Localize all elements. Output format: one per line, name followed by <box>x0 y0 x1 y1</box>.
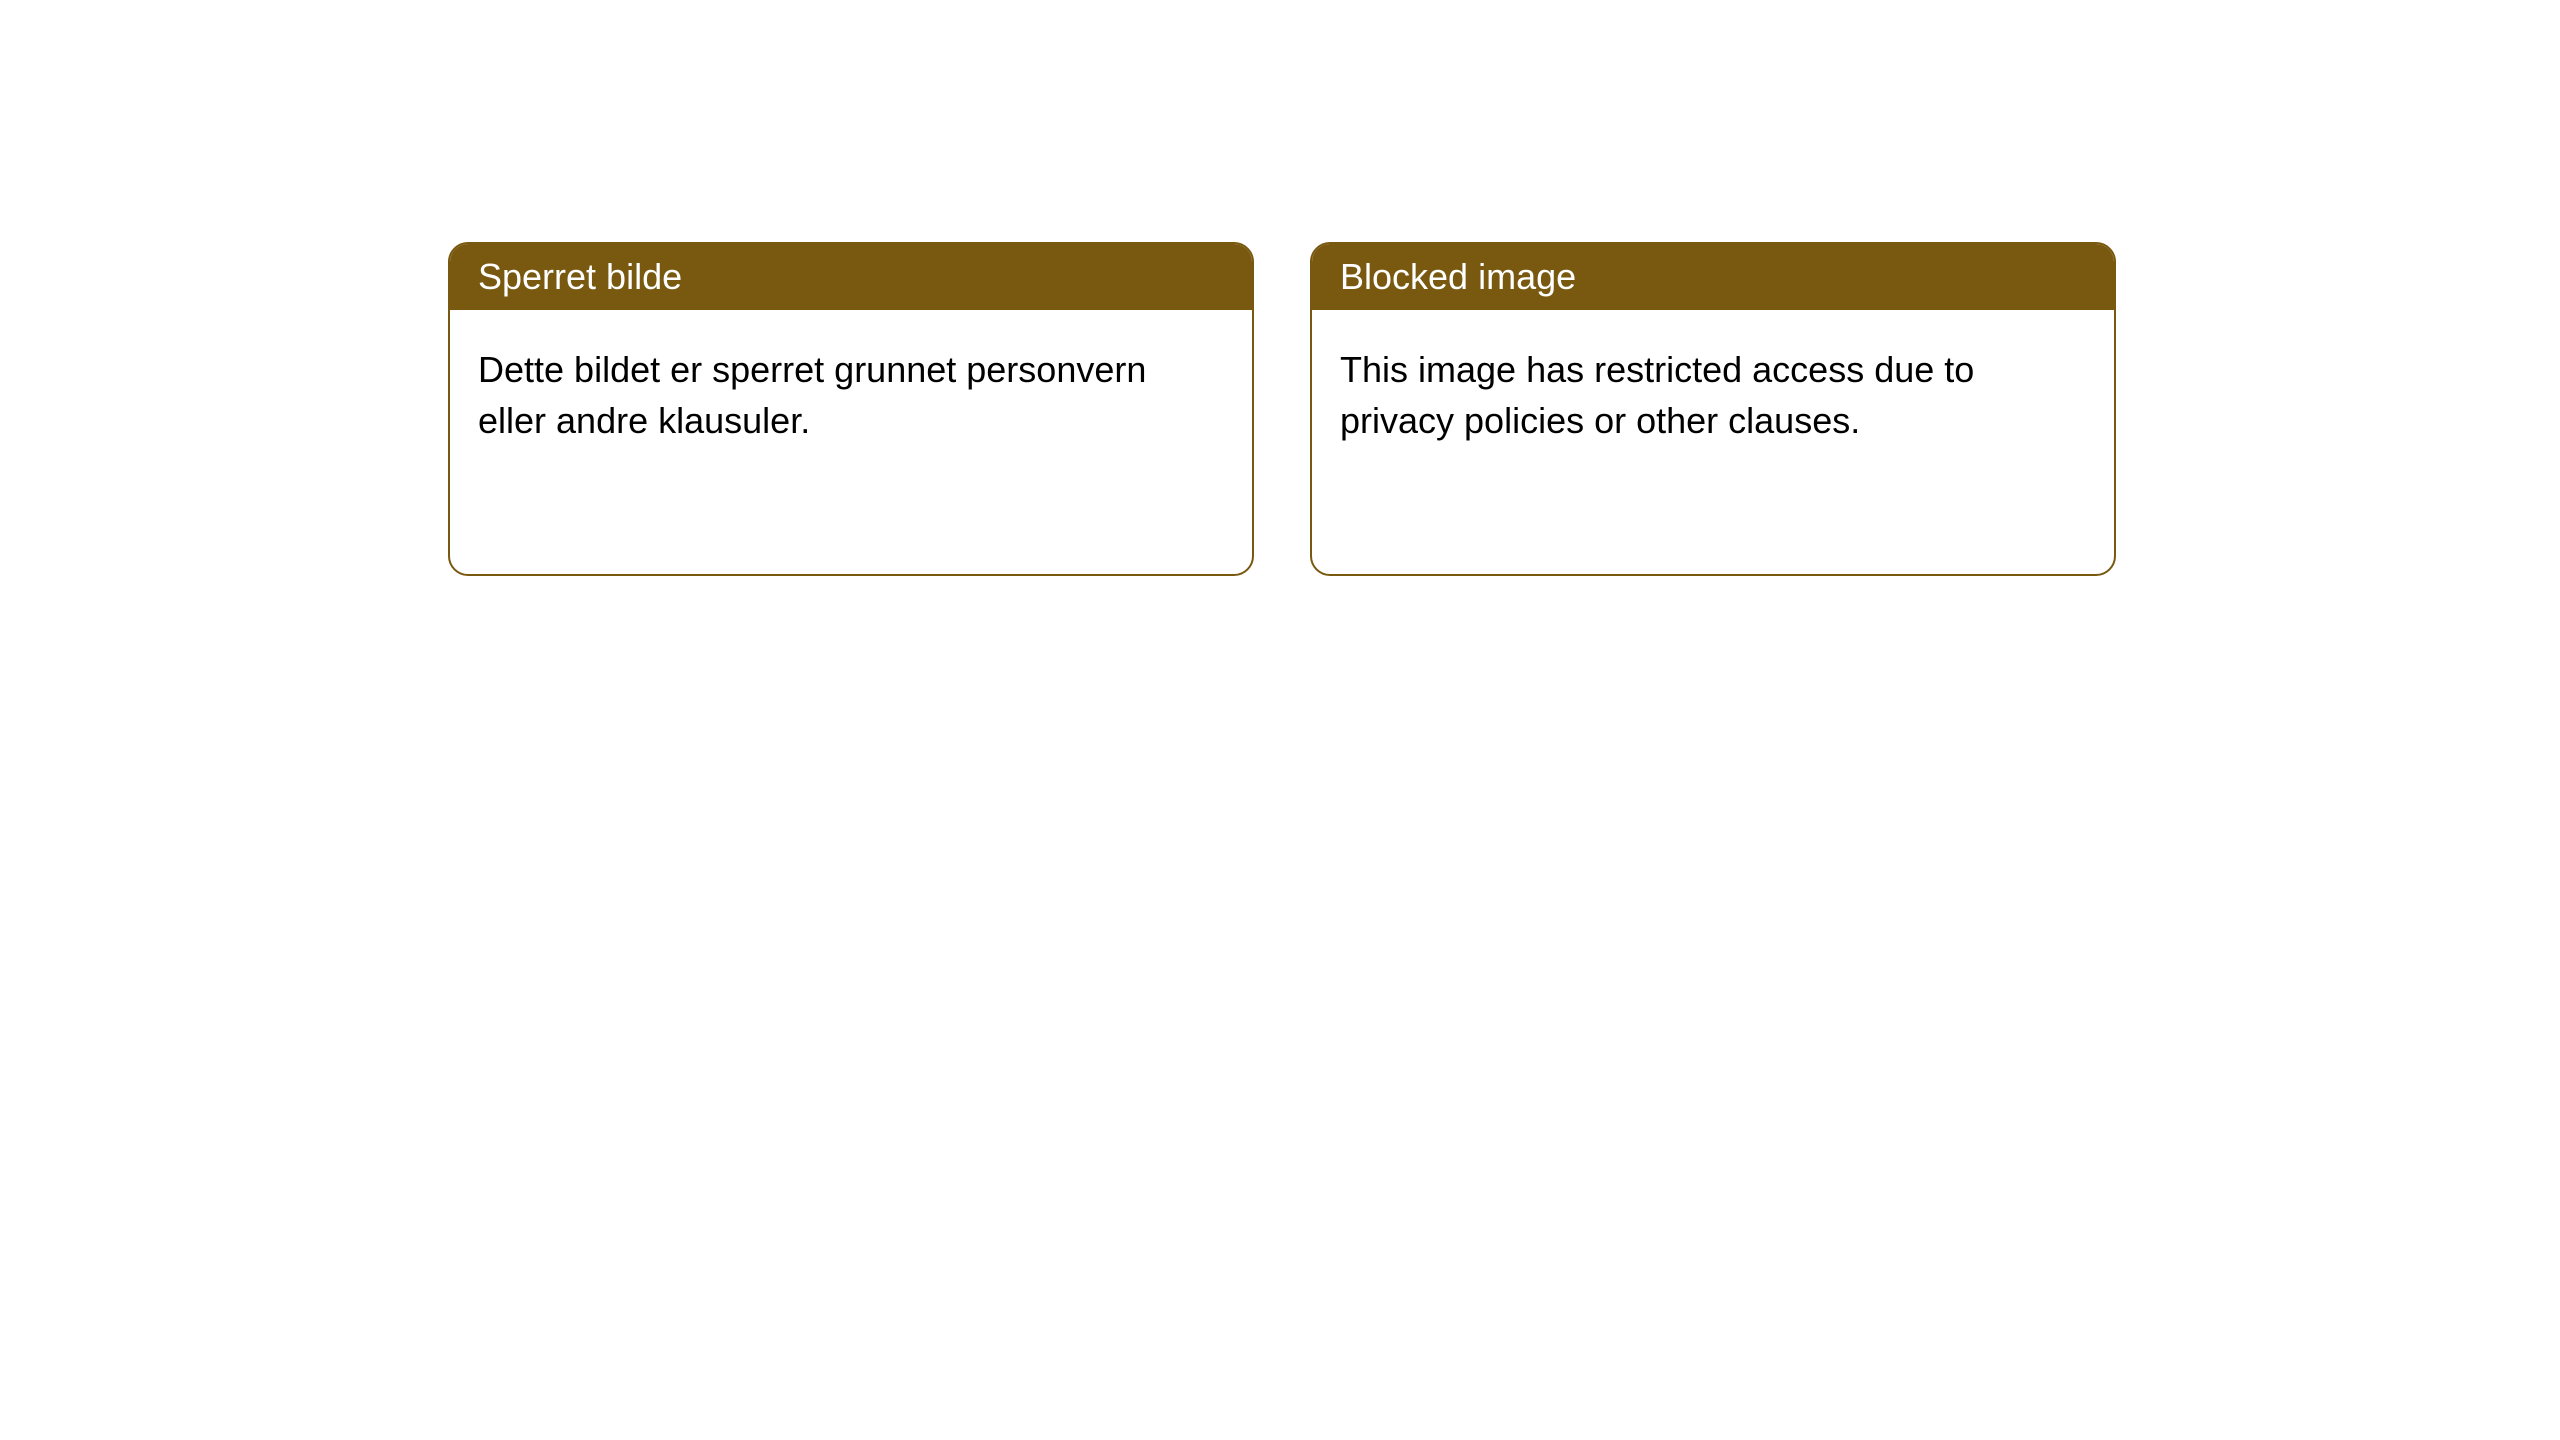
notice-title: Blocked image <box>1340 256 1576 297</box>
notice-header: Blocked image <box>1312 244 2114 310</box>
notice-container: Sperret bilde Dette bildet er sperret gr… <box>0 0 2560 576</box>
notice-card-english: Blocked image This image has restricted … <box>1310 242 2116 576</box>
notice-title: Sperret bilde <box>478 256 682 297</box>
notice-text: Dette bildet er sperret grunnet personve… <box>478 349 1146 441</box>
notice-header: Sperret bilde <box>450 244 1252 310</box>
notice-text: This image has restricted access due to … <box>1340 349 1974 441</box>
notice-card-norwegian: Sperret bilde Dette bildet er sperret gr… <box>448 242 1254 576</box>
notice-body: This image has restricted access due to … <box>1312 310 2114 480</box>
notice-body: Dette bildet er sperret grunnet personve… <box>450 310 1252 480</box>
